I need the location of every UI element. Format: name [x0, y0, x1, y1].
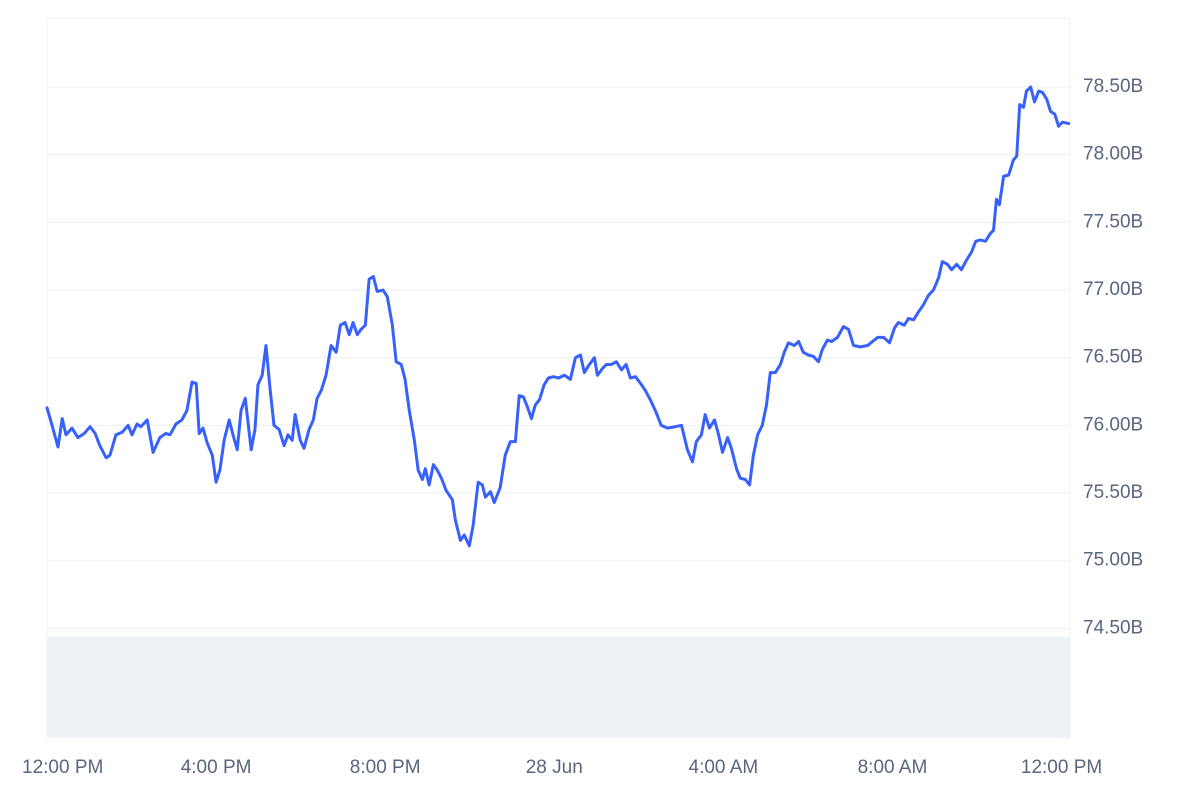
- y-tick-label: 78.50B: [1083, 76, 1143, 97]
- y-tick-label: 74.50B: [1083, 617, 1143, 638]
- volume-band: [47, 637, 1070, 738]
- y-tick-label: 76.00B: [1083, 414, 1143, 435]
- x-tick-label: 8:00 AM: [858, 757, 928, 778]
- x-tick-label: 4:00 PM: [181, 757, 252, 778]
- y-tick-label: 75.00B: [1083, 550, 1143, 571]
- y-tick-label: 78.00B: [1083, 144, 1143, 165]
- price-line: [45, 85, 1071, 548]
- x-tick-label: 4:00 AM: [689, 757, 759, 778]
- y-tick-label: 77.00B: [1083, 279, 1143, 300]
- x-tick-label: 28 Jun: [526, 757, 583, 778]
- y-tick-label: 76.50B: [1083, 347, 1143, 368]
- y-tick-label: 75.50B: [1083, 482, 1143, 503]
- x-tick-label: 12:00 PM: [22, 757, 103, 778]
- y-tick-label: 77.50B: [1083, 211, 1143, 232]
- x-tick-label: 12:00 PM: [1021, 757, 1102, 778]
- x-tick-label: 8:00 PM: [350, 757, 421, 778]
